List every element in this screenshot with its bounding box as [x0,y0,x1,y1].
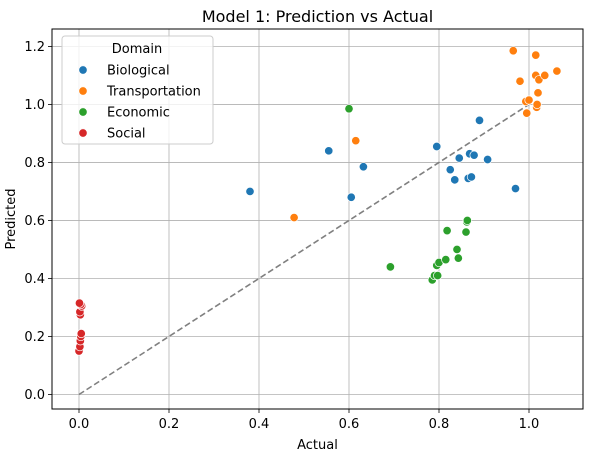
point-biological [510,183,521,194]
point-transportation [515,76,525,86]
legend-marker-biological [78,65,88,75]
point-biological [445,165,455,175]
x-tick-label: 0.2 [159,417,180,432]
point-economic [344,104,354,114]
point-biological [324,146,334,156]
point-transportation [552,66,562,76]
legend-box [61,35,214,145]
y-axis: 0.0 0.2 0.4 0.6 0.8 1.0 1.2 [24,40,52,403]
legend-marker-transportation [78,86,88,96]
point-biological [245,186,255,196]
point-transportation [533,88,543,98]
point-social [76,329,86,339]
x-tick-label: 0.4 [249,417,270,432]
y-tick-label: 0.4 [24,272,45,287]
point-biological [483,154,493,165]
y-tick-label: 1.0 [24,98,45,113]
point-transportation [522,108,532,118]
data-points [74,46,562,356]
point-transportation [540,70,550,80]
point-economic [462,215,472,226]
legend-label-economic: Economic [107,106,170,121]
point-biological [469,150,479,160]
point-economic [452,244,462,255]
point-economic [441,255,451,265]
point-economic [442,226,452,236]
legend-marker-economic [78,107,88,117]
plot-frame [51,28,584,410]
y-tick-label: 0.8 [24,156,45,171]
x-axis: 0.0 0.2 0.4 0.6 0.8 1.0 [69,409,540,432]
legend-title: Domain [112,42,162,57]
legend-label-transportation: Transportation [106,85,201,100]
y-tick-label: 0.2 [24,330,45,345]
y-axis-label: Predicted [4,188,19,249]
legend-label-social: Social [107,127,146,142]
point-transportation [351,136,361,146]
point-biological [346,192,356,202]
point-economic [385,262,395,272]
y-tick-label: 0.0 [24,388,45,403]
legend-label-biological: Biological [107,64,170,79]
y-tick-label: 1.2 [24,40,45,55]
point-biological [432,141,442,152]
point-economic [461,227,471,237]
chart-title: Model 1: Prediction vs Actual [202,7,433,26]
point-biological [454,153,464,163]
legend: Domain Biological Transportation Economic S… [61,35,214,145]
point-biological [466,172,476,182]
point-economic [433,271,443,281]
x-tick-label: 0.8 [429,417,450,432]
point-transportation [531,50,541,60]
legend-marker-social [78,128,88,138]
point-economic [453,253,463,263]
point-biological [358,162,368,172]
x-tick-label: 0.0 [69,417,90,432]
point-transportation [289,212,299,223]
x-axis-label: Actual [297,438,338,453]
x-tick-label: 0.6 [339,417,360,432]
point-transportation [524,95,534,105]
point-biological [450,175,460,185]
point-social [74,298,84,308]
y-tick-label: 0.6 [24,214,45,229]
point-transportation [508,46,518,56]
point-biological [474,115,485,125]
point-transportation [532,99,542,109]
x-tick-label: 1.0 [519,417,540,432]
reference-line [78,103,530,396]
